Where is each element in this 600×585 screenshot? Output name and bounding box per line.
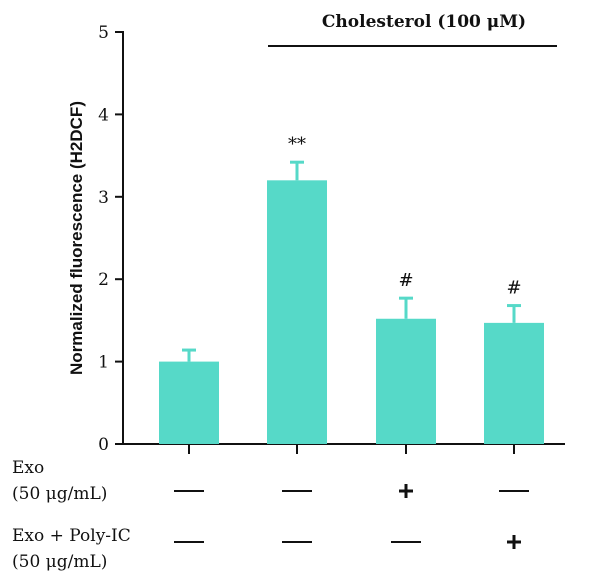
condition-label: (50 μg/mL) bbox=[12, 484, 107, 504]
bar bbox=[159, 361, 219, 444]
y-axis-label: Normalized fluorescence (H2DCF) bbox=[67, 101, 86, 375]
y-axis: 0 1 2 3 4 5 bbox=[98, 23, 124, 455]
condition-label: Exo + Poly-IC bbox=[12, 526, 131, 546]
y-tick-label: 0 bbox=[98, 435, 109, 455]
condition-label: (50 μg/mL) bbox=[12, 552, 107, 572]
y-tick-label: 3 bbox=[98, 188, 109, 208]
significance-label: # bbox=[398, 270, 413, 291]
condition-table: Exo (50 μg/mL) Exo + Poly-IC (50 μg/mL) bbox=[12, 458, 529, 572]
x-axis bbox=[123, 443, 565, 454]
bars: ** # # bbox=[159, 134, 544, 444]
bar bbox=[376, 318, 436, 444]
significance-label: # bbox=[506, 278, 521, 299]
bar bbox=[267, 180, 327, 444]
group-label: Cholesterol (100 μM) bbox=[322, 12, 526, 32]
y-tick-label: 4 bbox=[98, 105, 109, 125]
significance-label: ** bbox=[288, 134, 306, 155]
condition-label: Exo bbox=[12, 458, 44, 478]
bar bbox=[484, 322, 544, 444]
y-tick-label: 2 bbox=[98, 270, 109, 290]
group-annotation: Cholesterol (100 μM) bbox=[268, 12, 557, 47]
y-tick-label: 1 bbox=[98, 353, 109, 373]
y-tick-label: 5 bbox=[98, 23, 109, 43]
